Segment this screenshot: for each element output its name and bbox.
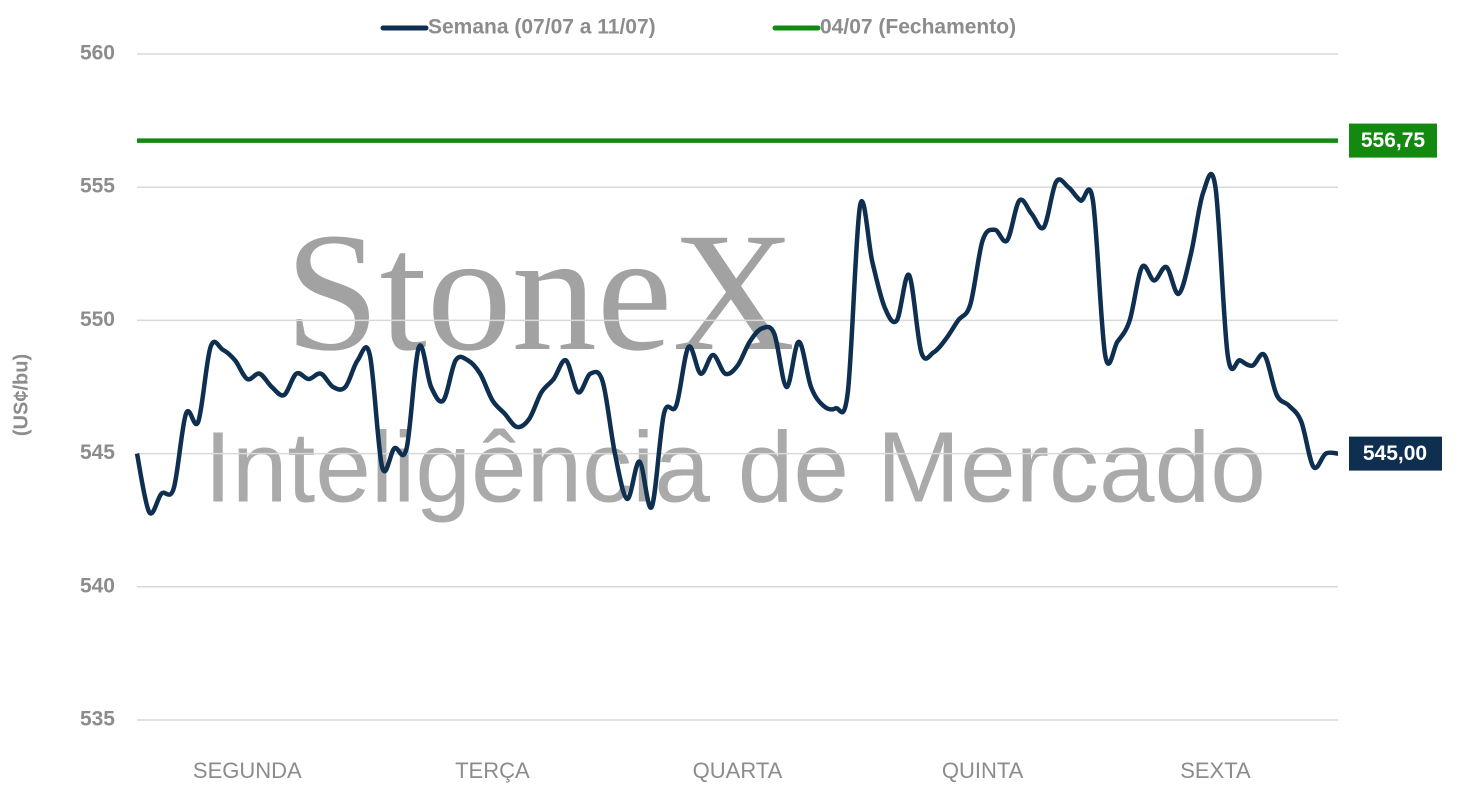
x-tick-label: QUINTA [942, 758, 1024, 783]
y-tick-label: 550 [80, 308, 115, 331]
x-tick-label: SEXTA [1180, 758, 1251, 783]
legend-label: 04/07 (Fechamento) [820, 16, 1016, 39]
legend-label: Semana (07/07 a 11/07) [428, 16, 656, 39]
y-tick-label: 535 [80, 708, 115, 731]
x-tick-label: SEGUNDA [193, 758, 302, 783]
y-axis-label: (US¢/bu) [10, 354, 32, 436]
y-tick-label: 545 [80, 441, 115, 464]
y-tick-label: 540 [80, 574, 115, 597]
end-label: 545,00 [1363, 442, 1427, 465]
y-tick-label: 560 [80, 42, 115, 65]
x-tick-label: QUARTA [693, 758, 783, 783]
x-tick-label: TERÇA [455, 758, 530, 783]
y-tick-label: 555 [80, 175, 115, 198]
value-label: 556,75 [1361, 129, 1426, 152]
value-label-box [1349, 123, 1437, 158]
end-label-box [1349, 436, 1442, 471]
series-line [134, 171, 1339, 516]
svg-text:Inteligência de Mercado: Inteligência de Mercado [204, 411, 1266, 523]
